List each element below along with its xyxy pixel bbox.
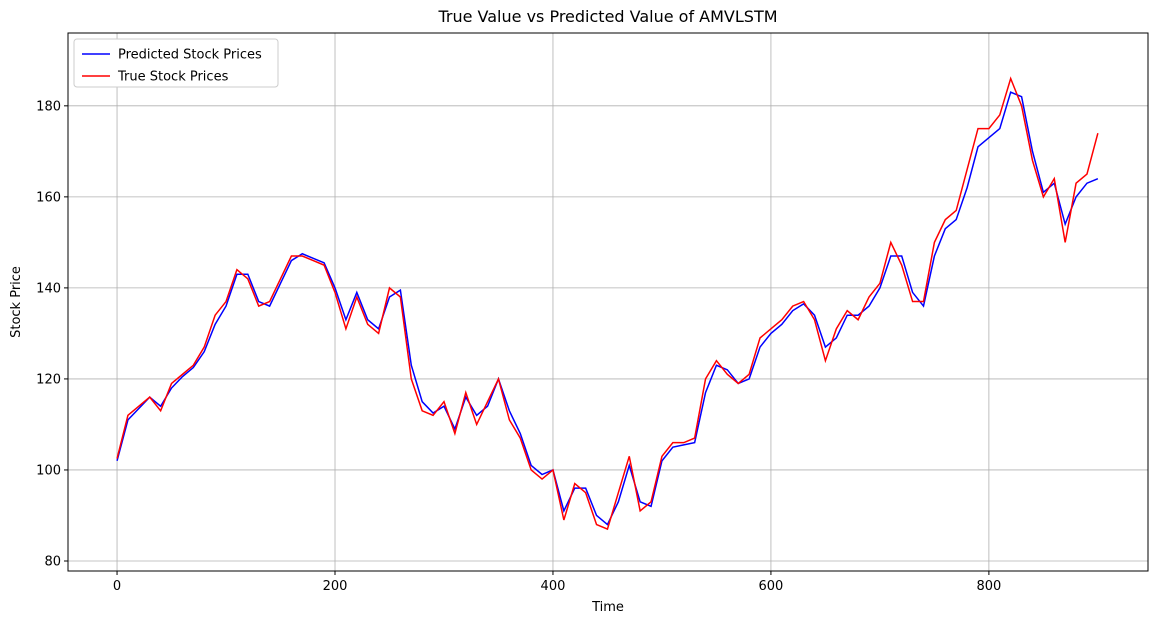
- y-tick-label: 100: [36, 463, 61, 478]
- chart-title: True Value vs Predicted Value of AMVLSTM: [437, 7, 777, 26]
- x-tick-label: 200: [323, 579, 348, 594]
- y-tick-label: 80: [44, 554, 61, 569]
- legend-box: [73, 38, 279, 88]
- series-line: [116, 76, 1099, 531]
- y-tick-label: 120: [36, 372, 61, 387]
- y-axis-label: Stock Price: [9, 266, 24, 338]
- y-tick-label: 160: [36, 190, 61, 205]
- series-line: [116, 91, 1099, 526]
- y-tick-label: 140: [36, 281, 61, 296]
- x-tick-label: 0: [113, 579, 121, 594]
- y-tick-label: 180: [36, 99, 61, 114]
- legend-label: True Stock Prices: [117, 70, 229, 85]
- x-tick-label: 400: [541, 579, 566, 594]
- plot-frame: [67, 32, 1149, 572]
- x-tick-label: 600: [759, 579, 784, 594]
- x-axis-label: Time: [591, 600, 624, 615]
- x-tick-label: 800: [976, 579, 1001, 594]
- legend-label: Predicted Stock Prices: [118, 48, 262, 63]
